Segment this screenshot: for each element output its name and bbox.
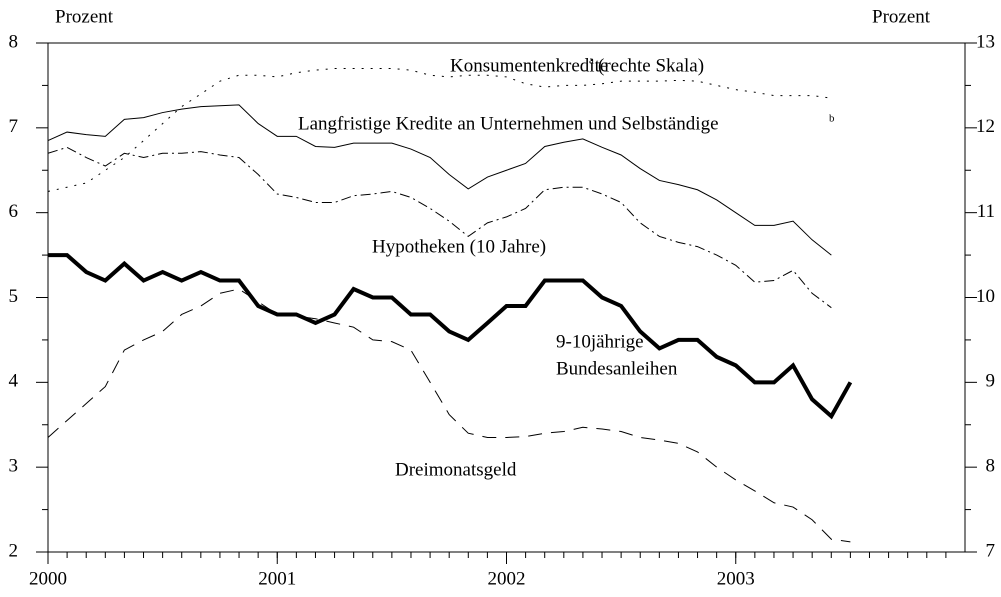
y-tick-label: 4: [9, 371, 19, 392]
annotation: (rechte Skala): [598, 55, 704, 76]
y-tick-label: 2: [9, 540, 19, 561]
series-label: Langfristige Kredite an Unternehmen und …: [298, 113, 719, 134]
series-line: [47, 288, 851, 543]
y2-axis-label: Prozent: [872, 6, 931, 27]
annotation: a: [589, 55, 594, 67]
x-tick-label: 2001: [258, 568, 296, 589]
x-tick-label: 2000: [29, 568, 67, 589]
x-tick-label: 2003: [717, 568, 755, 589]
series-label: Dreimonatsgeld: [395, 459, 517, 480]
annotation: b: [829, 113, 835, 125]
y2-tick-label: 8: [986, 456, 996, 477]
series-label: Bundesanleihen: [556, 358, 678, 379]
y2-tick-label: 11: [977, 201, 995, 222]
x-tick-label: 2002: [488, 568, 526, 589]
series-line: [47, 104, 832, 256]
y-tick-label: 6: [9, 201, 19, 222]
y2-tick-label: 9: [986, 371, 996, 392]
y-tick-label: 3: [9, 456, 19, 477]
y-tick-label: 8: [9, 31, 19, 52]
series-label: Konsumentenkredite: [450, 55, 608, 76]
series-label: 9-10jährige: [556, 331, 644, 352]
y-tick-label: 5: [9, 286, 19, 307]
series-line: [48, 253, 853, 420]
y2-tick-label: 13: [976, 31, 995, 52]
series-line: [47, 146, 832, 309]
y2-tick-label: 12: [976, 116, 995, 137]
y2-tick-label: 7: [986, 540, 996, 561]
series-label: Hypotheken (10 Jahre): [372, 236, 546, 257]
y-axis-label: Prozent: [55, 6, 114, 27]
y2-tick-label: 10: [976, 286, 995, 307]
y-tick-label: 7: [9, 116, 19, 137]
